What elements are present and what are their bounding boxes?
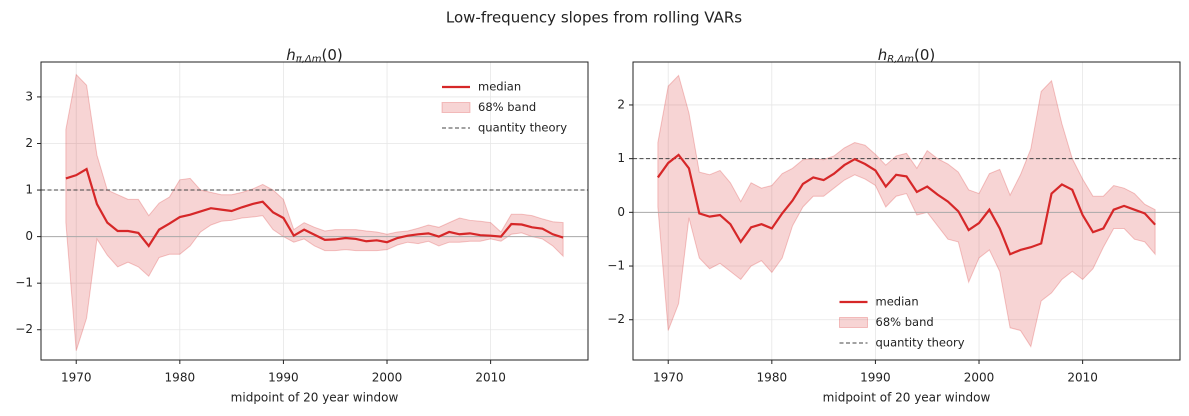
median-line [656, 153, 1156, 256]
x-tick-label: 1970 [653, 371, 684, 385]
legend-swatch [441, 102, 471, 113]
band-area [65, 73, 564, 351]
y-tick-label: 0 [25, 229, 33, 243]
y-tick-label: −2 [607, 312, 625, 326]
title-part: R,Δm [887, 54, 914, 65]
axes-frame [632, 61, 1181, 361]
title-part: (0) [322, 46, 343, 64]
subplot-title: hπ,Δm(0) [286, 46, 343, 66]
x-tick-label: 1990 [268, 371, 299, 385]
x-tick-label: 1990 [860, 371, 891, 385]
y-tick-label: 2 [25, 136, 33, 150]
x-tick-label: 2010 [475, 371, 506, 385]
band-area [657, 74, 1156, 348]
legend-label: quantity theory [478, 121, 567, 135]
title-part: h [878, 46, 888, 64]
x-tick-label: 2000 [372, 371, 403, 385]
y-tick-label: 2 [617, 97, 625, 111]
legend-label: quantity theory [876, 336, 965, 350]
y-tick-label: 3 [25, 89, 33, 103]
title-part: π,Δm [296, 54, 322, 65]
subplot-title: hR,Δm(0) [878, 46, 935, 66]
figure-title: Low-frequency slopes from rolling VARs [446, 9, 742, 27]
legend-label: 68% band [478, 100, 536, 114]
axes-frame [40, 61, 589, 361]
legend-label: median [478, 80, 521, 94]
x-axis-label: midpoint of 20 year window [823, 391, 991, 405]
y-tick-label: 0 [617, 205, 625, 219]
legend-label: 68% band [876, 315, 934, 329]
y-tick-label: −1 [15, 276, 33, 290]
x-tick-label: 1980 [165, 371, 196, 385]
x-tick-label: 1970 [61, 371, 92, 385]
y-tick-label: −1 [607, 259, 625, 273]
y-tick-label: −2 [15, 322, 33, 336]
x-tick-label: 2000 [964, 371, 995, 385]
x-tick-label: 2010 [1067, 371, 1098, 385]
title-part: (0) [914, 46, 935, 64]
x-axis-label: midpoint of 20 year window [231, 391, 399, 405]
y-tick-label: 1 [617, 151, 625, 165]
title-part: h [286, 46, 296, 64]
median-line [65, 167, 564, 248]
y-tick-label: 1 [25, 183, 33, 197]
x-tick-label: 1980 [757, 371, 788, 385]
legend-label: median [876, 295, 919, 309]
legend-swatch [839, 317, 868, 328]
